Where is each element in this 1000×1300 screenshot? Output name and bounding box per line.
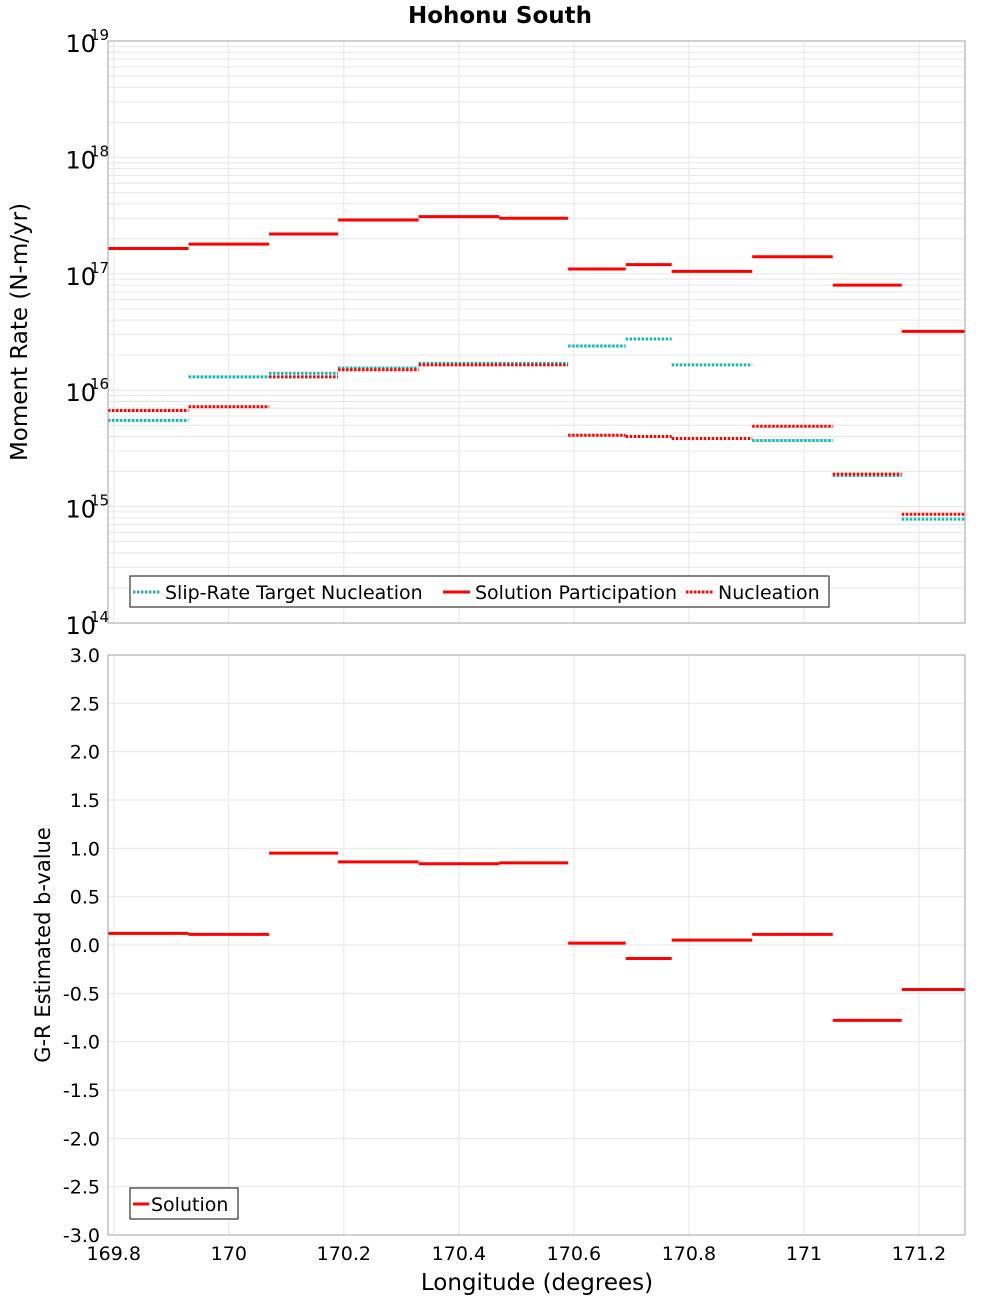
y-tick-label-exponent: 15 [90, 492, 109, 510]
x-tick-label: 171 [786, 1243, 822, 1265]
legend-label-0: Slip-Rate Target Nucleation [165, 582, 423, 604]
x-tick-label: 169.8 [87, 1243, 141, 1265]
y-tick-label-base: 10 [65, 612, 96, 640]
y-tick-label: 1.0 [70, 838, 100, 860]
b-value-panel: -3.0 -2.5 -2.0 -1.5 -1.0 -0.5 0.0 0.5 1.0 1.5 2.0 2… [63, 645, 966, 1265]
y-axis-label-moment-rate: Moment Rate (N-m/yr) [7, 203, 33, 461]
plot-frame [107, 40, 966, 624]
x-tick-label: 170.2 [317, 1243, 371, 1265]
y-tick-label: -3.0 [63, 1225, 100, 1247]
y-tick-label-exponent: 19 [90, 26, 109, 44]
legend-label-1: Solution Participation [475, 582, 677, 604]
y-tick-label-exponent: 16 [90, 375, 109, 393]
y-tick-label: -2.5 [63, 1177, 100, 1199]
y-tick-label: -1.5 [63, 1080, 100, 1102]
y-tick-label-base: 10 [65, 263, 96, 291]
y-tick-label-exponent: 17 [90, 259, 109, 277]
y-tick-label: 0.0 [70, 935, 100, 957]
y-tick-label: -1.0 [63, 1032, 100, 1054]
y-tick-label-base: 10 [65, 496, 96, 524]
x-tick-label: 170 [211, 1243, 247, 1265]
x-tick-label: 170.4 [432, 1243, 486, 1265]
y-tick-label-exponent: 14 [90, 608, 109, 626]
y-tick-label: 2.0 [70, 742, 100, 764]
y-tick-label-base: 10 [65, 30, 96, 58]
y-tick-label: -2.0 [63, 1128, 100, 1150]
y-axis-label-b-value: G-R Estimated b-value [31, 827, 55, 1063]
x-axis-label: Longitude (degrees) [421, 1270, 653, 1296]
x-tick-label: 170.6 [547, 1243, 601, 1265]
y-tick-label: 3.0 [70, 645, 100, 667]
y-tick-label: 1.5 [70, 790, 100, 812]
legend-label-0: Solution [151, 1194, 228, 1216]
y-tick-label: 2.5 [70, 693, 100, 715]
x-tick-label: 170.8 [662, 1243, 716, 1265]
y-tick-label-base: 10 [65, 146, 96, 174]
y-tick-label-exponent: 18 [90, 142, 109, 160]
y-tick-label-base: 10 [65, 379, 96, 407]
plot-frame [107, 654, 966, 1236]
legend-label-2: Nucleation [718, 582, 820, 604]
x-tick-label: 171.2 [892, 1243, 946, 1265]
chart-title: Hohonu South [408, 3, 592, 29]
y-tick-label: 0.5 [70, 887, 100, 909]
plot-area [108, 41, 965, 623]
y-tick-label: -0.5 [63, 983, 100, 1005]
